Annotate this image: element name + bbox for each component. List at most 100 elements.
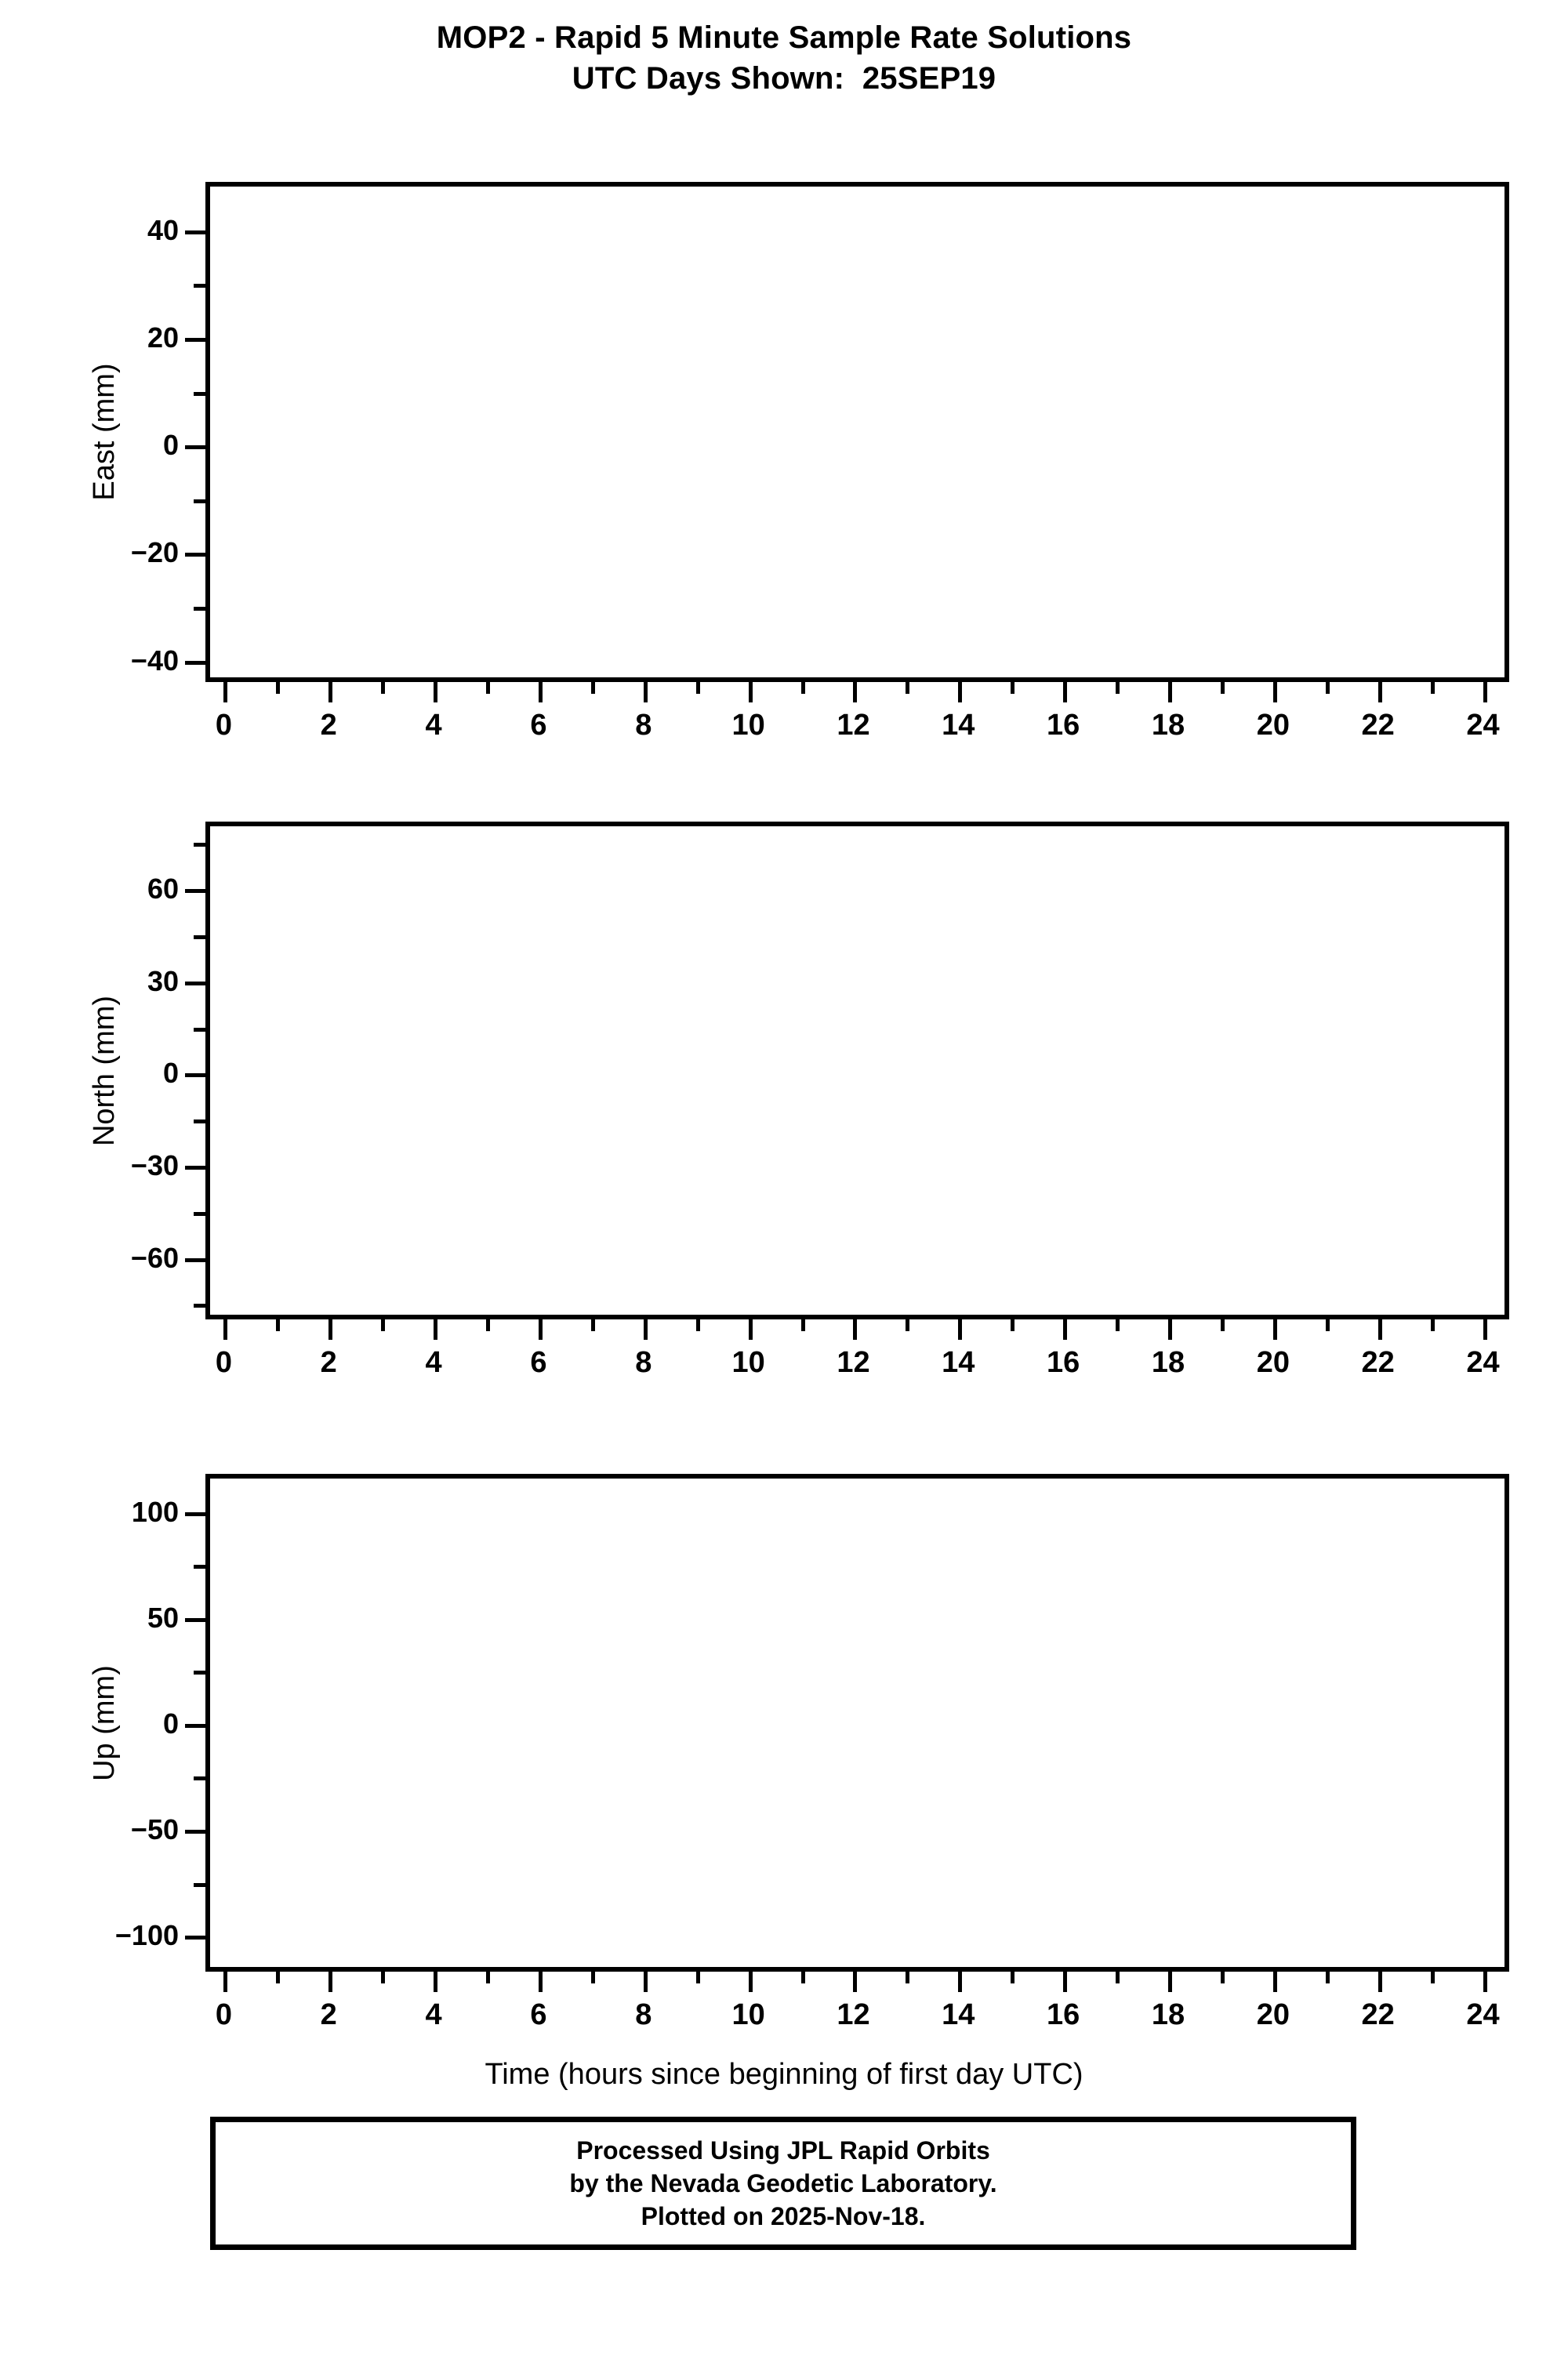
x-tick-up [328, 1972, 333, 1992]
x-minor-tick-up [1116, 1972, 1120, 1983]
y-axis-title-up: Up (mm) [88, 1664, 121, 1781]
footer-line-2: by the Nevada Geodetic Laboratory. [569, 2169, 997, 2197]
panel-north: 60 30 0 −30 −60 0 2 4 6 8 10 12 14 16 18 20 22 24 North (m… [88, 822, 1509, 1379]
x-tick-label-north: 2 [320, 1346, 337, 1379]
x-minor-tick-east [381, 682, 386, 694]
y-tick-label-east: −40 [130, 644, 179, 677]
x-minor-tick-north [486, 1319, 491, 1331]
axes-frame-north [205, 822, 1509, 1319]
x-axis-title: Time (hours since beginning of first day… [485, 2058, 1083, 2091]
x-minor-tick-north [1220, 1319, 1225, 1331]
y-minor-tick-east [194, 499, 205, 503]
y-minor-tick-up [194, 1776, 205, 1781]
x-minor-tick-north [1011, 1319, 1015, 1331]
y-tick-label-north: 0 [162, 1057, 179, 1090]
y-minor-tick-up [194, 1671, 205, 1675]
x-minor-tick-north [590, 1319, 595, 1331]
x-tick-label-east: 8 [635, 709, 652, 742]
x-minor-tick-north [800, 1319, 805, 1331]
x-tick-east [1168, 682, 1172, 702]
x-tick-up [1483, 1972, 1487, 1992]
y-tick-up [185, 1829, 205, 1834]
y-tick-up [185, 1617, 205, 1622]
footer-caption-box: Processed Using JPL Rapid Orbits by the … [210, 2117, 1356, 2250]
x-tick-label-east: 10 [731, 709, 765, 742]
x-tick-up [643, 1972, 648, 1992]
x-minor-tick-up [1430, 1972, 1435, 1983]
title-line-1: MOP2 - Rapid 5 Minute Sample Rate Soluti… [436, 20, 1132, 55]
y-tick-label-up: 100 [131, 1495, 179, 1528]
x-tick-east [1063, 682, 1068, 702]
x-tick-label-east: 12 [837, 709, 870, 742]
x-tick-east [223, 682, 228, 702]
y-tick-label-east: 20 [147, 321, 179, 354]
axes-frame-up [205, 1474, 1509, 1972]
x-tick-label-north: 14 [942, 1346, 975, 1379]
y-tick-label-east: 0 [162, 429, 179, 462]
y-tick-north [185, 1166, 205, 1170]
x-tick-label-up: 8 [635, 1998, 652, 2031]
y-minor-tick-up [194, 1565, 205, 1569]
x-tick-north [853, 1319, 858, 1340]
x-tick-label-north: 16 [1047, 1346, 1080, 1379]
x-minor-tick-north [1325, 1319, 1330, 1331]
axes-frame-east [205, 182, 1509, 682]
x-tick-label-up: 10 [731, 1998, 765, 2031]
x-minor-tick-north [1116, 1319, 1120, 1331]
y-tick-up [185, 1723, 205, 1728]
x-tick-north [538, 1319, 543, 1340]
x-minor-tick-east [590, 682, 595, 694]
y-tick-label-up: −50 [130, 1813, 179, 1845]
x-tick-east [538, 682, 543, 702]
x-tick-east [434, 682, 438, 702]
x-tick-label-north: 12 [837, 1346, 870, 1379]
x-minor-tick-north [276, 1319, 281, 1331]
panel-up: 100 50 0 −50 −100 0 2 4 6 8 10 12 14 16 18 20 22 24 Up (mm… [88, 1474, 1509, 2031]
y-minor-tick-east [194, 391, 205, 396]
x-tick-north [1063, 1319, 1068, 1340]
y-minor-tick-north [194, 1304, 205, 1308]
x-minor-tick-up [695, 1972, 700, 1983]
y-minor-tick-east [194, 284, 205, 288]
x-minor-tick-up [590, 1972, 595, 1983]
x-tick-label-up: 24 [1466, 1998, 1500, 2031]
y-tick-label-north: −30 [130, 1149, 179, 1181]
x-tick-label-north: 10 [731, 1346, 765, 1379]
x-minor-tick-north [906, 1319, 910, 1331]
y-minor-tick-north [194, 1119, 205, 1124]
x-tick-north [958, 1319, 963, 1340]
y-tick-label-north: 60 [147, 873, 179, 905]
y-tick-label-east: −20 [130, 536, 179, 569]
x-minor-tick-north [1430, 1319, 1435, 1331]
y-minor-tick-north [194, 843, 205, 847]
x-tick-up [538, 1972, 543, 1992]
x-tick-label-east: 2 [320, 709, 337, 742]
x-tick-north [1168, 1319, 1172, 1340]
x-minor-tick-east [1325, 682, 1330, 694]
x-tick-up [748, 1972, 753, 1992]
y-tick-label-up: 0 [162, 1707, 179, 1740]
x-tick-label-up: 4 [425, 1998, 442, 2031]
x-minor-tick-east [800, 682, 805, 694]
x-tick-label-north: 20 [1256, 1346, 1290, 1379]
y-tick-north [185, 1073, 205, 1078]
y-tick-label-north: −60 [130, 1241, 179, 1274]
y-tick-east [185, 553, 205, 557]
x-minor-tick-up [1011, 1972, 1015, 1983]
y-tick-north [185, 889, 205, 894]
y-tick-up [185, 1511, 205, 1516]
x-tick-label-east: 14 [942, 709, 975, 742]
x-minor-tick-up [1220, 1972, 1225, 1983]
x-minor-tick-up [906, 1972, 910, 1983]
footer-line-1: Processed Using JPL Rapid Orbits [576, 2136, 990, 2165]
x-tick-north [223, 1319, 228, 1340]
y-tick-label-up: −100 [114, 1919, 179, 1952]
x-tick-label-up: 0 [215, 1998, 232, 2031]
y-minor-tick-north [194, 1027, 205, 1032]
x-tick-label-north: 8 [635, 1346, 652, 1379]
x-minor-tick-up [276, 1972, 281, 1983]
x-tick-label-up: 18 [1151, 1998, 1185, 2031]
x-minor-tick-east [1116, 682, 1120, 694]
x-tick-label-north: 6 [530, 1346, 547, 1379]
x-tick-label-east: 22 [1361, 709, 1395, 742]
